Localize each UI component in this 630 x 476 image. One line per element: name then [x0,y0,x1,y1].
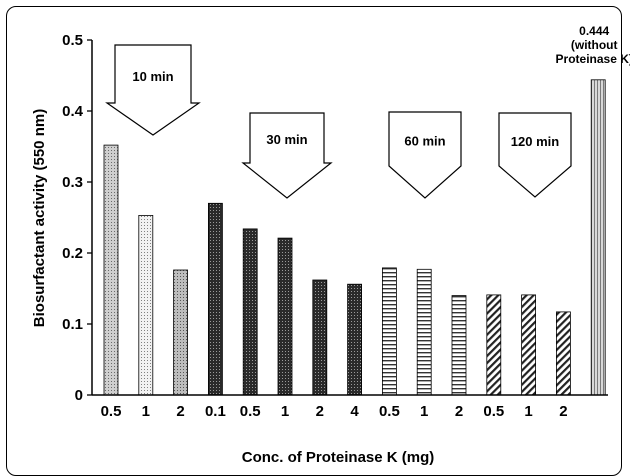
y-tick-label: 0.2 [62,245,83,262]
time-arrow-label: 10 min [132,69,173,84]
bar [277,237,293,396]
bar [242,228,258,396]
bar [138,214,154,396]
time-arrow [498,112,572,198]
x-tick-label: 2 [559,403,567,420]
time-arrow [388,111,462,199]
bar [416,268,432,396]
bar [207,202,223,396]
y-tick-label: 0.4 [62,103,84,120]
bar [381,267,397,396]
arrows-layer [105,44,572,199]
y-tick-label: 0.5 [62,32,83,49]
y-tick-label: 0.1 [62,316,83,333]
bars-layer [103,79,606,396]
bar [173,269,189,396]
time-arrow-label: 60 min [404,133,445,148]
x-tick-label: 2 [176,403,184,420]
y-axis-title: Biosurfactant activity (550 nm) [31,109,48,327]
x-tick-label: 2 [455,403,463,420]
x-tick-label: 2 [316,403,324,420]
x-tick-label: 1 [142,403,150,420]
annotation-line: 0.444 [579,24,609,38]
bar [556,311,571,396]
annotation-line: (without [571,38,618,52]
x-tick-label: 1 [281,403,289,420]
time-arrow [241,112,333,199]
x-tick-label: 0.1 [205,403,226,420]
x-tick-label: 4 [350,403,359,420]
x-tick-label: 0.5 [379,403,400,420]
axes-layer [87,39,608,396]
x-tick-label: 1 [524,403,532,420]
time-arrow-label: 30 min [266,132,307,147]
bar [103,144,119,396]
time-arrow [105,44,201,136]
x-tick-label: 0.5 [483,403,504,420]
bar [590,79,606,396]
bar [312,279,328,396]
bar [486,294,502,396]
y-tick-label: 0.3 [62,174,83,191]
bar [347,283,363,396]
x-axis-title: Conc. of Proteinase K (mg) [242,449,435,466]
x-tick-label: 0.5 [101,403,122,420]
time-arrow-label: 120 min [511,134,559,149]
labels-layer: 00.10.20.30.40.50.5 1 2 0.1 0.5 1 2 4 0.5 1 2 0.5 1 2… [31,24,630,466]
x-tick-label: 1 [420,403,428,420]
bar [521,294,536,396]
annotation-line: Proteinase K) [556,52,630,66]
x-tick-label: 0.5 [240,403,261,420]
bar [451,295,467,396]
y-tick-label: 0 [75,387,83,404]
